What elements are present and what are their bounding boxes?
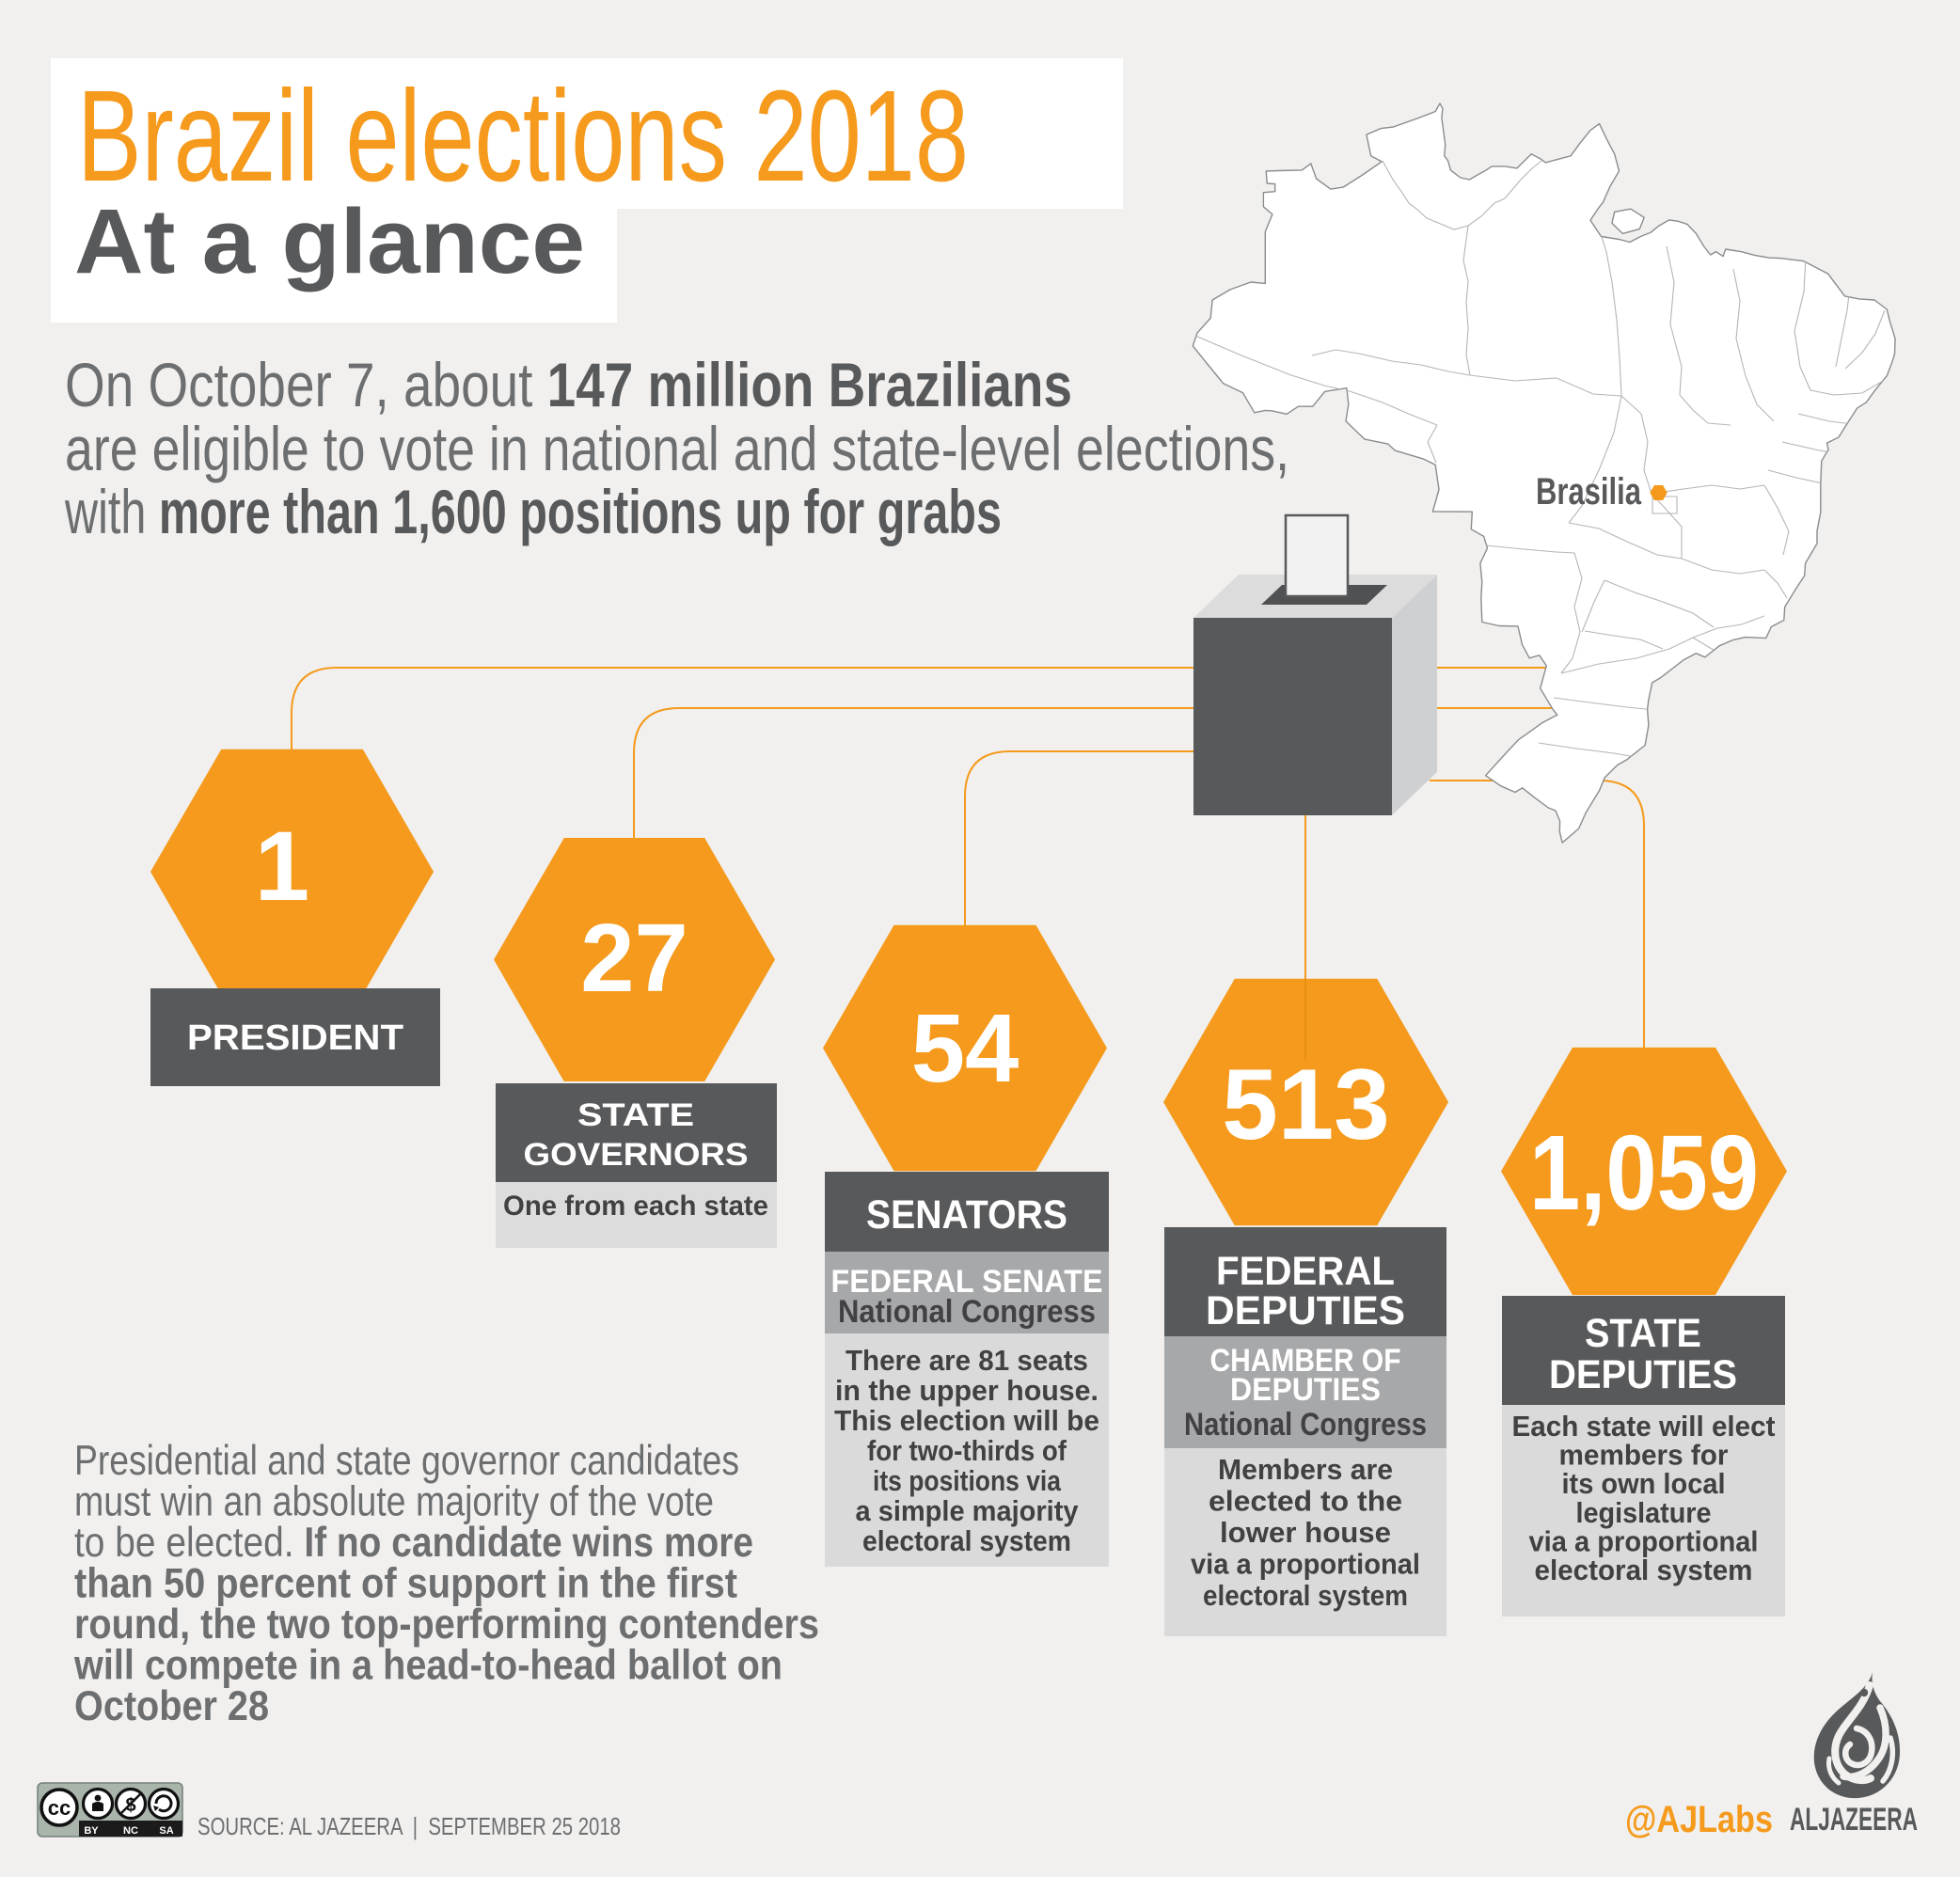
- svg-text:DEPUTIES: DEPUTIES: [1206, 1288, 1405, 1333]
- svg-text:lower house: lower house: [1220, 1517, 1391, 1549]
- svg-text:legislature: legislature: [1576, 1497, 1712, 1529]
- svg-text:1: 1: [255, 812, 309, 922]
- svg-text:Members are: Members are: [1218, 1454, 1393, 1486]
- svg-text:than 50 percent of support in: than 50 percent of support in the first: [74, 1561, 737, 1607]
- svg-text:members for: members for: [1559, 1440, 1729, 1472]
- svg-text:STATE: STATE: [577, 1097, 694, 1133]
- svg-text:This election will be: This election will be: [834, 1405, 1099, 1437]
- svg-text:On October 7, about 147 millio: On October 7, about 147 million Brazilia…: [65, 350, 1072, 419]
- svg-text:electoral system: electoral system: [1535, 1554, 1753, 1586]
- svg-text:FEDERAL SENATE: FEDERAL SENATE: [831, 1264, 1103, 1300]
- svg-text:DEPUTIES: DEPUTIES: [1230, 1372, 1381, 1408]
- svg-text:its own local: its own local: [1562, 1468, 1726, 1500]
- svg-text:54: 54: [911, 994, 1020, 1102]
- svg-text:GOVERNORS: GOVERNORS: [524, 1137, 749, 1173]
- svg-text:Presidential and state governo: Presidential and state governor candidat…: [74, 1438, 739, 1484]
- svg-text:round, the two top-performing: round, the two top-performing contenders: [74, 1601, 819, 1648]
- svg-text:1,059: 1,059: [1529, 1113, 1759, 1232]
- svg-text:with more than 1,600 positions: with more than 1,600 positions up for gr…: [64, 477, 1002, 546]
- svg-text:must win an absolute majority: must win an absolute majority of the vot…: [74, 1479, 714, 1525]
- svg-text:cc: cc: [48, 1796, 71, 1820]
- svg-text:via a proportional: via a proportional: [1529, 1525, 1759, 1557]
- svg-text:will compete in a head-to-head: will compete in a head-to-head ballot on: [73, 1643, 782, 1689]
- svg-text:513: 513: [1222, 1048, 1390, 1160]
- svg-text:a simple majority: a simple majority: [856, 1495, 1079, 1527]
- svg-text:in the upper house.: in the upper house.: [835, 1375, 1099, 1407]
- svg-text:to be elected. If no candidate: to be elected. If no candidate wins more: [74, 1520, 753, 1566]
- svg-text:via a proportional: via a proportional: [1191, 1549, 1420, 1581]
- svg-text:CHAMBER OF: CHAMBER OF: [1210, 1343, 1401, 1379]
- svg-text:There are 81 seats: There are 81 seats: [846, 1345, 1088, 1377]
- svg-text:@AJLabs: @AJLabs: [1625, 1799, 1773, 1840]
- svg-text:Each state will elect: Each state will elect: [1512, 1411, 1776, 1443]
- svg-text:Brasilia: Brasilia: [1536, 471, 1642, 513]
- svg-text:DEPUTIES: DEPUTIES: [1549, 1352, 1737, 1397]
- svg-text:NC: NC: [123, 1825, 138, 1837]
- svg-text:SOURCE: AL JAZEERA | SEPTEMB: SOURCE: AL JAZEERA | SEPTEMBER 25 2018: [198, 1812, 621, 1840]
- svg-text:STATE: STATE: [1585, 1311, 1701, 1356]
- svg-text:One from each state: One from each state: [503, 1191, 768, 1222]
- svg-text:for two-thirds of: for two-thirds of: [867, 1435, 1067, 1467]
- svg-text:PRESIDENT: PRESIDENT: [187, 1018, 403, 1058]
- svg-text:are eligible to vote in nation: are eligible to vote in national and sta…: [65, 414, 1289, 483]
- svg-text:Brazil elections 2018: Brazil elections 2018: [77, 64, 969, 209]
- svg-text:October 28: October 28: [74, 1683, 269, 1729]
- svg-text:SENATORS: SENATORS: [866, 1192, 1067, 1238]
- svg-text:SA: SA: [159, 1825, 173, 1837]
- svg-text:National Congress: National Congress: [838, 1294, 1096, 1330]
- svg-text:27: 27: [580, 904, 688, 1012]
- svg-text:At a glance: At a glance: [74, 190, 585, 292]
- svg-text:electoral system: electoral system: [862, 1525, 1071, 1557]
- svg-text:electoral system: electoral system: [1203, 1580, 1408, 1612]
- svg-text:its positions via: its positions via: [873, 1465, 1062, 1497]
- svg-text:BY: BY: [84, 1825, 99, 1837]
- svg-text:ALJAZEERA: ALJAZEERA: [1790, 1802, 1918, 1838]
- svg-text:National Congress: National Congress: [1184, 1407, 1427, 1443]
- svg-text:elected to the: elected to the: [1209, 1486, 1402, 1518]
- svg-text:FEDERAL: FEDERAL: [1216, 1249, 1395, 1294]
- svg-text:$: $: [125, 1795, 135, 1816]
